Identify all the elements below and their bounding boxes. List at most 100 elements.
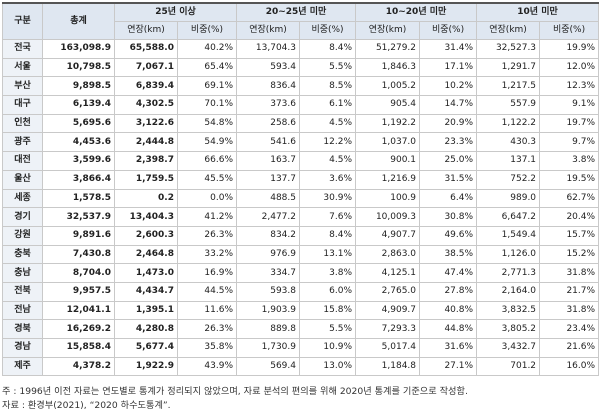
share-20-25: 8.4% [298,39,357,59]
share-25-plus: 54.8% [177,113,237,134]
len-25-plus: 5,677.4 [114,338,178,358]
share-under-10: 3.8% [539,151,600,171]
share-under-10: 19.7% [539,113,600,134]
len-under-10: 430.3 [476,132,541,153]
table-row: 서울 10,798.5 7,067.1 65.4% 593.4 5.5% 1,846.3 17… [2,57,600,78]
share-25-plus: 26.3% [177,225,237,246]
share-25-plus: 41.2% [177,207,237,227]
row-total: 4,453.6 [42,132,115,153]
len-25-plus: 4,302.5 [114,95,178,115]
len-25-plus: 6,839.4 [114,76,178,97]
len-under-10: 1,549.4 [476,225,541,246]
len-20-25: 889.8 [236,319,300,339]
share-20-25: 30.9% [298,188,357,209]
len-under-10: 701.2 [476,356,541,377]
len-10-20: 10,009.3 [355,207,421,227]
header-group-10-20: 10~20년 미만 [355,2,478,22]
table-row: 울산 3,866.4 1,759.5 45.5% 137.7 3.6% 1,216.9 31.… [2,169,600,190]
table-header: 구분 총계 25년 이상 20~25년 미만 10~20년 미만 10년 미만 … [2,2,600,40]
len-under-10: 3,432.7 [476,338,541,358]
header-group-25-plus: 25년 이상 [114,2,237,22]
len-20-25: 593.4 [236,57,300,78]
row-total: 6,139.4 [42,95,115,115]
row-total: 10,798.5 [42,57,115,78]
len-20-25: 834.2 [236,225,300,246]
row-region: 충남 [2,263,43,283]
share-under-10: 12.3% [539,76,600,97]
share-10-20: 31.6% [419,338,478,358]
table-row: 경기 32,537.9 13,404.3 41.2% 2,477.2 7.6% 10,009… [2,207,600,227]
len-10-20: 2,765.0 [355,281,421,302]
share-under-10: 21.6% [539,338,600,358]
share-20-25: 7.6% [298,207,357,227]
share-20-25: 10.9% [298,338,357,358]
len-25-plus: 1,473.0 [114,263,178,283]
len-25-plus: 65,588.0 [114,39,178,59]
len-10-20: 1,005.2 [355,76,421,97]
len-10-20: 1,846.3 [355,57,421,78]
subheader-length: 연장(km) [114,21,178,40]
share-25-plus: 44.5% [177,281,237,302]
len-10-20: 4,907.7 [355,225,421,246]
share-25-plus: 26.3% [177,319,237,339]
len-25-plus: 1,759.5 [114,169,178,190]
share-25-plus: 40.2% [177,39,237,59]
table-row: 강원 9,891.6 2,600.3 26.3% 834.2 8.4% 4,907.7 49.… [2,225,600,246]
share-10-20: 27.1% [419,356,478,377]
len-under-10: 1,217.5 [476,76,541,97]
share-under-10: 19.9% [539,39,600,59]
table-row: 인천 5,695.6 3,122.6 54.8% 258.6 4.5% 1,192.2 20.… [2,113,600,134]
header-region: 구분 [2,2,43,40]
share-25-plus: 33.2% [177,244,237,265]
table-notes: 주 : 1996년 이전 자료는 연도별로 통계가 정리되지 않았으며, 자료 … [2,385,598,413]
len-20-25: 137.7 [236,169,300,190]
row-region: 부산 [2,76,43,97]
len-20-25: 334.7 [236,263,300,283]
subheader-share: 비중(%) [539,21,600,40]
len-10-20: 900.1 [355,151,421,171]
len-25-plus: 4,280.8 [114,319,178,339]
len-25-plus: 7,067.1 [114,57,178,78]
row-total: 12,041.1 [42,300,115,321]
share-25-plus: 54.9% [177,132,237,153]
row-region: 인천 [2,113,43,134]
len-25-plus: 0.2 [114,188,178,209]
share-10-20: 23.3% [419,132,478,153]
share-20-25: 3.8% [298,263,357,283]
row-region: 세종 [2,188,43,209]
share-10-20: 44.8% [419,319,478,339]
share-10-20: 49.6% [419,225,478,246]
table-row: 경남 15,858.4 5,677.4 35.8% 1,730.9 10.9% 5,017.… [2,338,600,358]
share-20-25: 3.6% [298,169,357,190]
len-10-20: 905.4 [355,95,421,115]
row-total: 3,866.4 [42,169,115,190]
share-under-10: 20.4% [539,207,600,227]
row-total: 163,098.9 [42,39,115,59]
len-under-10: 2,164.0 [476,281,541,302]
row-region: 제주 [2,356,43,377]
share-under-10: 23.4% [539,319,600,339]
share-10-20: 38.5% [419,244,478,265]
len-20-25: 1,730.9 [236,338,300,358]
share-20-25: 8.5% [298,76,357,97]
table-row: 대구 6,139.4 4,302.5 70.1% 373.6 6.1% 905.4 14.7%… [2,95,600,115]
row-region: 충북 [2,244,43,265]
len-under-10: 3,805.2 [476,319,541,339]
row-total: 8,704.0 [42,263,115,283]
share-under-10: 12.0% [539,57,600,78]
len-25-plus: 13,404.3 [114,207,178,227]
share-10-20: 10.2% [419,76,478,97]
row-region: 전남 [2,300,43,321]
share-under-10: 62.7% [539,188,600,209]
share-10-20: 30.8% [419,207,478,227]
share-10-20: 47.4% [419,263,478,283]
share-25-plus: 66.6% [177,151,237,171]
len-25-plus: 4,434.7 [114,281,178,302]
table-row: 전북 9,957.5 4,434.7 44.5% 593.8 6.0% 2,765.0 27.… [2,281,600,302]
len-20-25: 541.6 [236,132,300,153]
share-25-plus: 45.5% [177,169,237,190]
table-row: 대전 3,599.6 2,398.7 66.6% 163.7 4.5% 900.1 25.0%… [2,151,600,171]
share-under-10: 21.7% [539,281,600,302]
len-10-20: 1,192.2 [355,113,421,134]
len-20-25: 258.6 [236,113,300,134]
